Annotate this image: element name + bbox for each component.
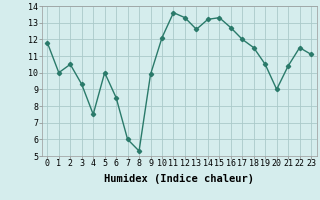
X-axis label: Humidex (Indice chaleur): Humidex (Indice chaleur) — [104, 174, 254, 184]
